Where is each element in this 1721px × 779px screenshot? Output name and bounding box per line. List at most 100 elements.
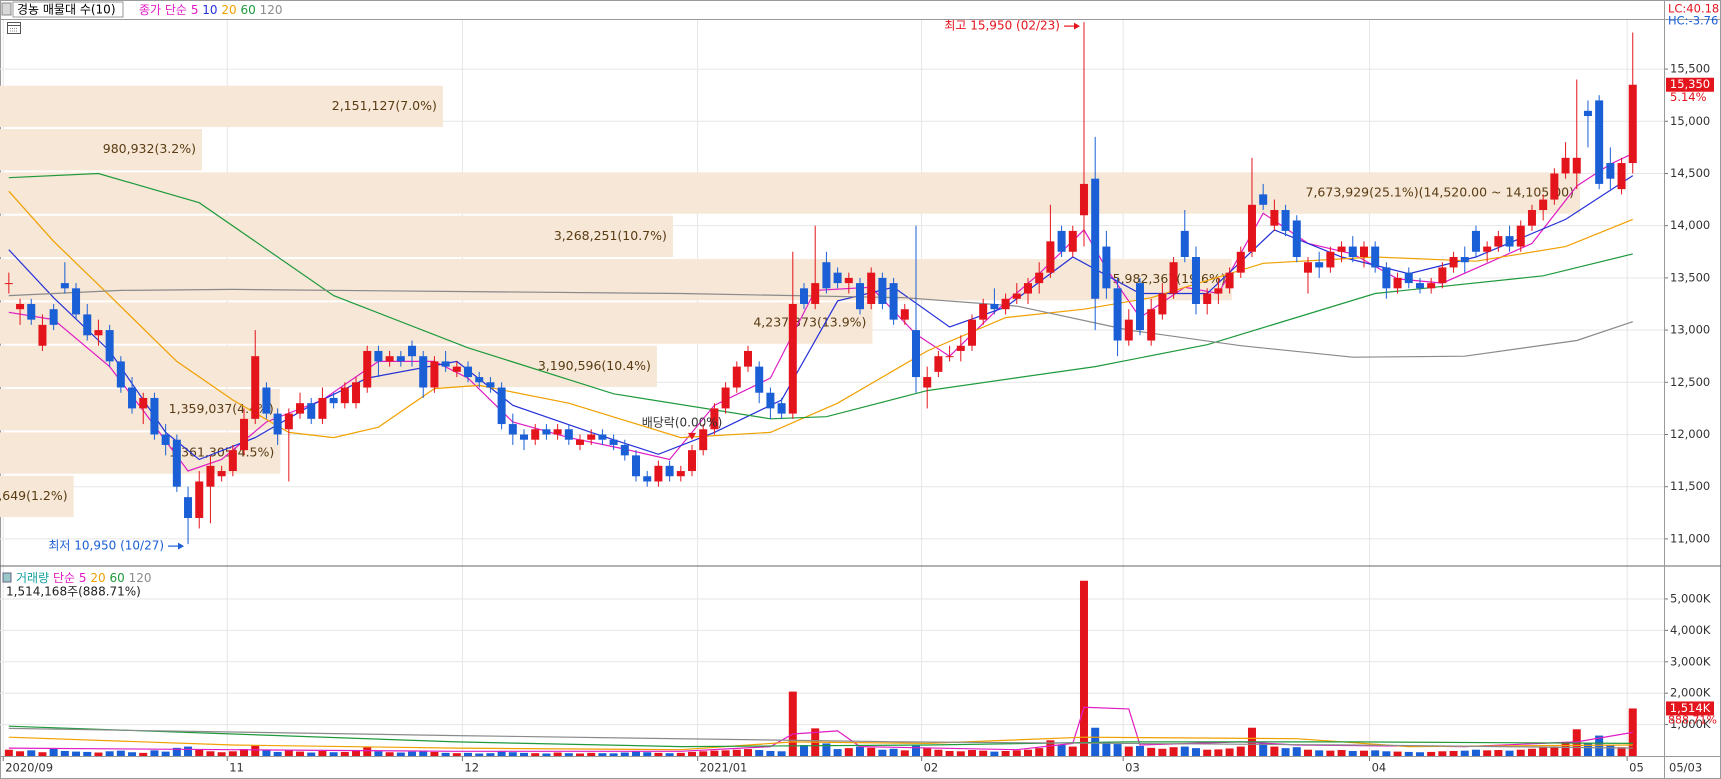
volume-bar (1012, 750, 1021, 756)
volume-bar (1214, 749, 1223, 756)
candle-body (1203, 293, 1212, 304)
volume-bar (4, 749, 13, 756)
volume-bar (206, 751, 215, 756)
y-tick-label: 5,000K (1670, 591, 1711, 605)
low-annotation: 최저 10,950 (10/27) (48, 539, 164, 553)
volume-bar (542, 753, 551, 756)
volume-bar (688, 751, 697, 756)
candle-body (587, 434, 596, 440)
volume-bar (49, 748, 58, 756)
candle-body (1315, 262, 1324, 268)
chart-title[interactable]: 경농 매물대 수(10) (17, 3, 116, 17)
volume-bar (217, 752, 226, 756)
candle-body (1236, 251, 1245, 273)
candle-body (710, 408, 719, 430)
profile-bar (0, 475, 74, 518)
candle-body (396, 356, 405, 362)
candle-body (150, 397, 159, 435)
candle-body (956, 345, 965, 351)
volume-bar (1415, 752, 1424, 756)
profile-bar (0, 129, 202, 171)
y-tick-label: 13,500 (1670, 270, 1710, 284)
candle-body (699, 429, 708, 451)
candle-body (49, 309, 58, 325)
volume-bar (699, 751, 708, 756)
candle-body (564, 429, 573, 440)
volume-bar (128, 752, 137, 756)
volume-bar (1113, 744, 1122, 756)
volume-bar (475, 753, 484, 756)
candle-body (27, 303, 36, 320)
candle-body (1449, 257, 1458, 268)
candle-body (1068, 230, 1077, 252)
volume-bar (296, 751, 305, 756)
candle-body (1628, 84, 1637, 164)
candle-body (811, 283, 820, 304)
candle-body (1135, 283, 1144, 331)
calendar-icon[interactable] (7, 22, 21, 34)
volume-bar (441, 752, 450, 756)
volume-bar (1147, 747, 1156, 756)
volume-legend-ma: 60 (109, 571, 124, 585)
candle-body (1124, 319, 1133, 341)
volume-bar (632, 750, 641, 756)
volume-bar (284, 749, 293, 756)
volume-bar (385, 752, 394, 756)
volume-bar (1550, 746, 1559, 756)
candle-body (83, 314, 92, 336)
candle-body (1516, 225, 1525, 247)
volume-bar (855, 746, 864, 756)
volume-bar (396, 752, 405, 756)
candle-body (139, 397, 148, 409)
candle-body (307, 403, 316, 419)
volume-bar (374, 751, 383, 756)
candle-body (262, 387, 271, 414)
volume-bar (520, 752, 529, 756)
y-tick-label: 15,000 (1670, 114, 1710, 128)
candle-body (284, 413, 293, 430)
profile-label: 357,649(1.2%) (0, 488, 68, 503)
candle-body (1169, 262, 1178, 294)
volume-bar (1505, 750, 1514, 756)
candle-body (1583, 110, 1592, 117)
volume-bar (1203, 749, 1212, 756)
candle-body (531, 429, 540, 440)
volume-bar (744, 749, 753, 756)
volume-bar (318, 750, 327, 756)
volume-bar (497, 751, 506, 756)
title-box[interactable] (12, 1, 124, 18)
y-tick-label: 4,000K (1670, 623, 1711, 637)
volume-bar (1158, 748, 1167, 756)
profile-label: 7,673,929(25.1%)(14,520.00 ~ 14,105.00) (1306, 185, 1575, 200)
volume (4, 580, 1637, 756)
candle-body (419, 356, 428, 388)
volume-bar (408, 751, 417, 756)
candle-body (844, 277, 853, 284)
candle-body (766, 392, 775, 409)
x-tick-label: 11 (229, 761, 244, 775)
candle-body (800, 288, 809, 304)
volume-ma-line (8, 725, 1633, 748)
hc-label: HC:-3.76 (1668, 14, 1718, 28)
volume-bar (979, 750, 988, 756)
volume-bar (1494, 750, 1503, 756)
volume-profile: 2,151,127(7.0%) 980,932(3.2%) 7,673,929(25… (0, 85, 1580, 518)
volume-bar (1303, 749, 1312, 756)
volume-bar (1225, 748, 1234, 756)
candle-body (1158, 293, 1167, 315)
candle-body (1617, 163, 1626, 190)
candle-body (206, 465, 215, 487)
candle-body (385, 356, 394, 362)
profile-bar (0, 302, 873, 344)
candle-body (945, 356, 954, 358)
volume-bar (273, 751, 282, 756)
volume-bar (676, 752, 685, 756)
candle-body (1404, 272, 1413, 284)
volume-bar (105, 751, 114, 756)
candle-body (374, 350, 383, 362)
x-tick-label: 02 (924, 761, 939, 775)
profile-label: 5,982,367(19.6%) (1113, 271, 1226, 286)
profile-label: 1,359,037(4.4%) (169, 401, 274, 416)
candle-body (1359, 246, 1368, 258)
candle-body (542, 429, 551, 435)
